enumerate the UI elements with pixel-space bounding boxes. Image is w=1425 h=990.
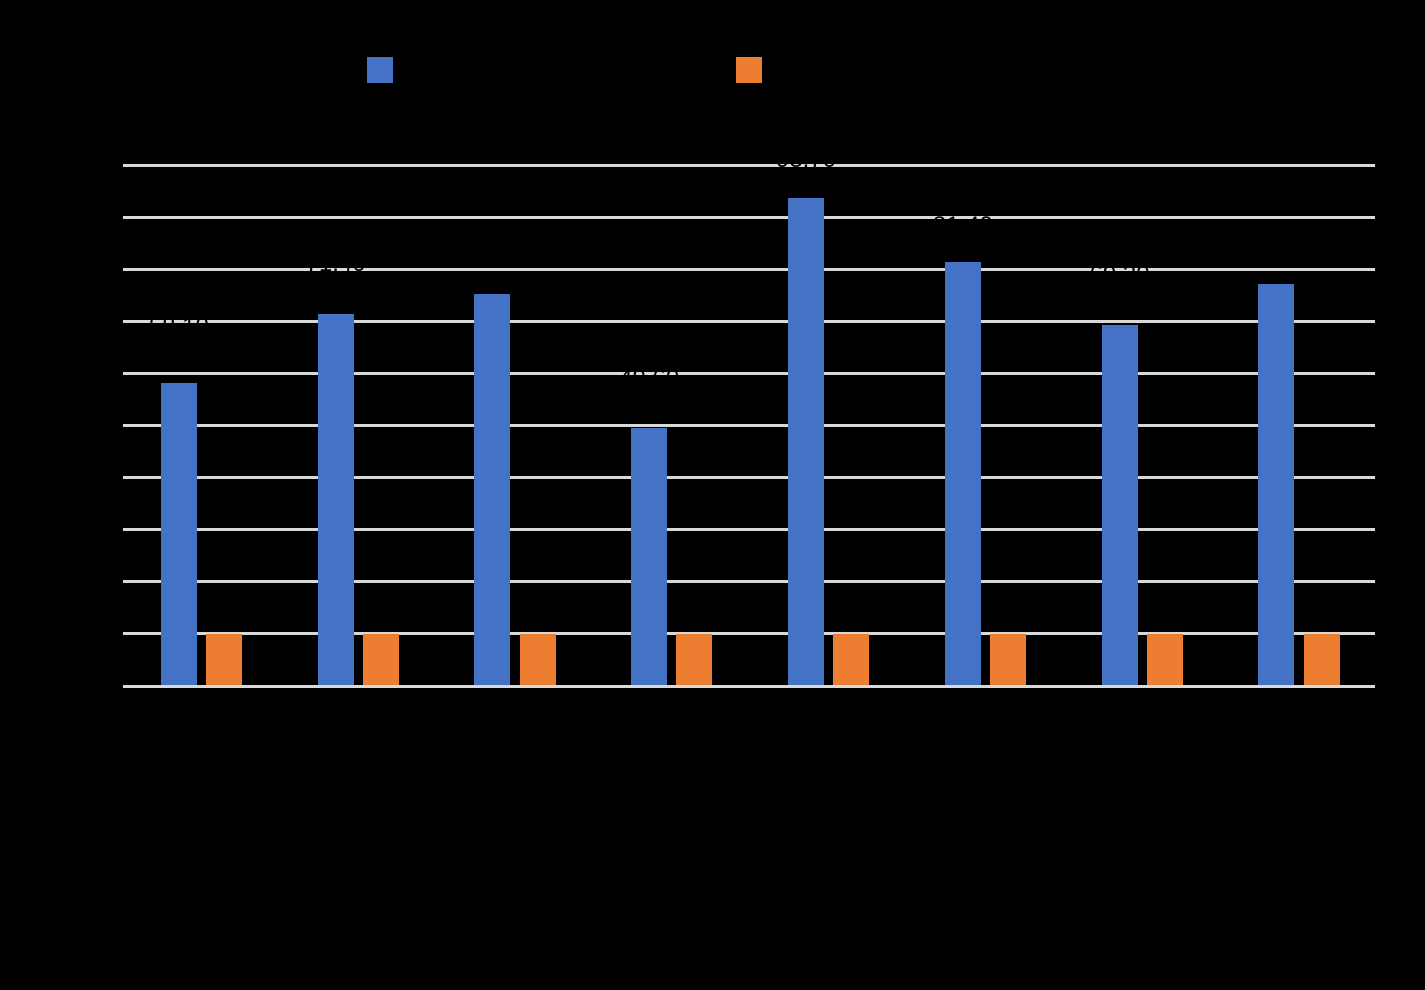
gridline [123,528,1375,532]
gridline [123,215,1375,219]
legend-marker-series-2 [736,57,762,83]
gridline [123,267,1375,271]
data-label: 93.70 [775,146,837,173]
gridline [123,476,1375,480]
data-label: 71.40 [305,250,366,277]
bar-series-1-blue-6 [944,261,981,686]
data-label: 75.30 [462,232,523,259]
bar-series-2-orange-8 [1303,633,1340,686]
x-axis-line [123,684,1375,688]
bar-series-1-blue-7 [1101,324,1138,686]
bar-series-2-orange-3 [519,633,556,686]
data-label: 58.10 [148,312,209,340]
data-label: 77.10 [1246,243,1307,270]
bar-series-1-blue-2 [317,314,354,686]
gridline [123,424,1375,427]
bar-series-2-orange-1 [206,633,242,686]
legend-marker-series-1 [367,57,393,83]
gridline [123,319,1375,323]
gridline [123,163,1375,167]
bar-series-1-blue-5 [788,197,824,686]
bar-series-1-blue-4 [631,427,668,686]
bar-series-2-orange-7 [1146,633,1183,686]
bar-series-1-blue-1 [160,383,197,686]
data-label: 69.30 [1089,261,1150,288]
bar-series-1-blue-8 [1258,284,1295,686]
gridline [123,580,1375,584]
data-label: 49.60 [619,364,680,392]
bar-series-2-orange-2 [362,633,399,686]
gridline [123,632,1375,636]
gridline [123,371,1375,375]
data-label: 81.40 [932,212,993,239]
bar-series-2-orange-4 [676,633,713,686]
bar-series-2-orange-5 [833,633,870,686]
bar-series-2-orange-6 [990,633,1026,686]
bar-series-1-blue-3 [474,293,511,686]
